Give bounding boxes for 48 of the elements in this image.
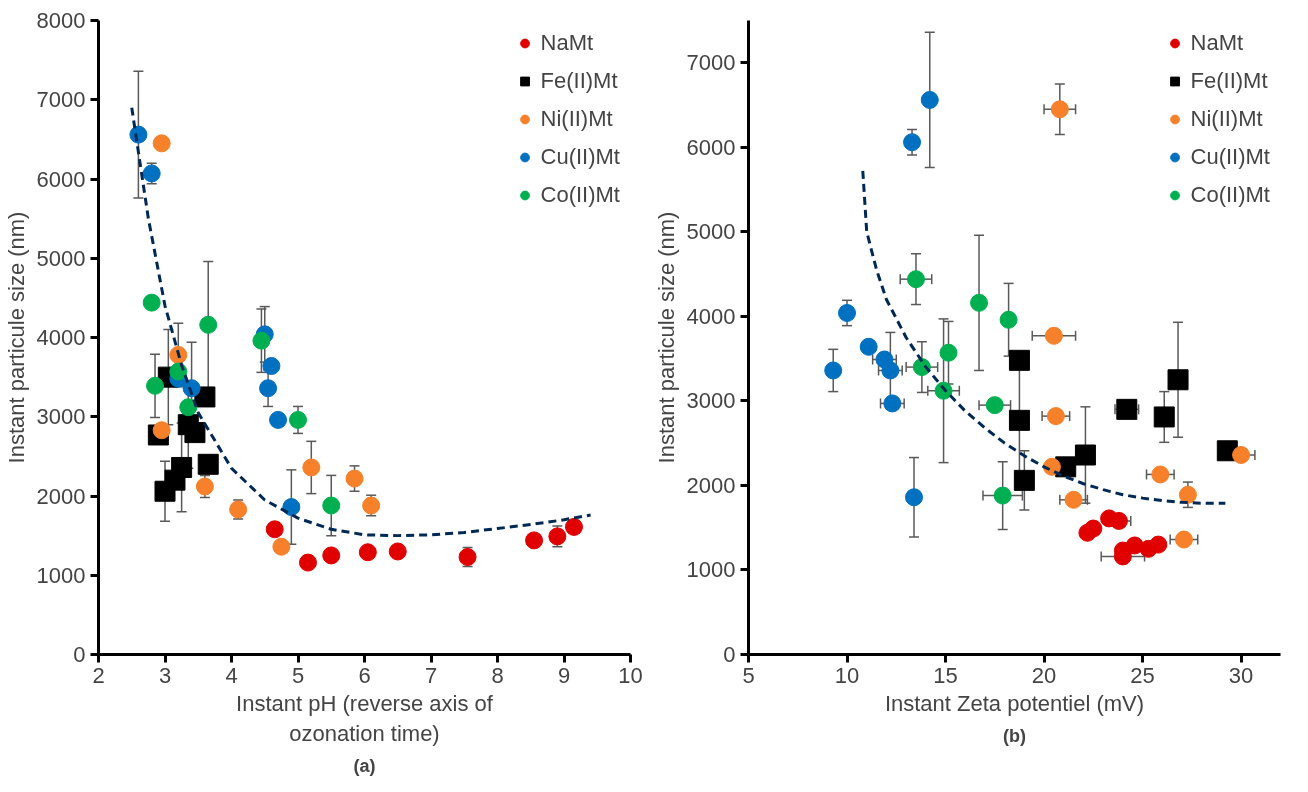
y-tick-label: 3000 xyxy=(36,404,86,430)
x-tick-label: 25 xyxy=(1130,662,1155,688)
x-tick-label: 5 xyxy=(742,662,755,688)
y-tick-label: 3000 xyxy=(686,388,736,414)
y-tick-label: 1000 xyxy=(36,562,86,588)
legend-label: Cu(II)Mt xyxy=(1190,144,1270,170)
legend-label: Co(II)Mt xyxy=(540,182,620,208)
x-tick-label: 8 xyxy=(491,662,504,688)
x-tick-label: 10 xyxy=(834,662,860,688)
y-tick-label: 1000 xyxy=(686,557,736,583)
y-tick-label: 0 xyxy=(723,642,736,667)
y-tick-label: 4000 xyxy=(36,325,86,350)
legend-label: Fe(II)Mt xyxy=(540,68,618,94)
legend-label: NaMt xyxy=(1190,30,1244,56)
y-tick-label: 5000 xyxy=(686,219,736,245)
x-tick-label: 5 xyxy=(291,662,305,688)
x-tick-label: 7 xyxy=(424,662,438,688)
x-tick-label: 10 xyxy=(618,662,643,688)
legend-label: Cu(II)Mt xyxy=(540,144,620,170)
x-tick-label: 15 xyxy=(933,662,958,688)
x-axis-title: Instant pH (reverse axis of ozonation time) xyxy=(236,690,494,746)
x-tick-label: 20 xyxy=(1031,662,1057,688)
x-tick-label: 3 xyxy=(158,662,172,688)
legend-label: Fe(II)Mt xyxy=(1190,68,1268,94)
y-tick-label: 6000 xyxy=(686,134,736,160)
y-tick-label: 8000 xyxy=(36,8,86,33)
y-tick-label: 5000 xyxy=(36,245,86,271)
y-tick-label: 7000 xyxy=(36,87,86,113)
legend-label: NaMt xyxy=(540,30,594,56)
y-tick-label: 4000 xyxy=(686,303,736,329)
legend-label: Co(II)Mt xyxy=(1190,182,1270,208)
x-tick-label: 2 xyxy=(92,662,105,688)
legend-label: Ni(II)Mt xyxy=(1190,106,1263,132)
legend-label: Ni(II)Mt xyxy=(540,106,613,132)
y-tick-label: 2000 xyxy=(36,483,86,509)
x-axis-title: Instant Zeta potentiel (mV) xyxy=(884,690,1145,716)
text: (a) xyxy=(353,755,376,776)
x-tick-label: 6 xyxy=(358,662,371,688)
x-tick-label: 9 xyxy=(557,662,571,688)
x-tick-label: 30 xyxy=(1228,662,1254,688)
text: (b) xyxy=(1003,725,1026,746)
y-axis-title: Instant particule size (nm) xyxy=(653,211,679,464)
y-tick-label: 0 xyxy=(73,642,86,667)
y-axis-title: Instant particule size (nm) xyxy=(3,211,29,464)
y-tick-label: 7000 xyxy=(686,50,736,76)
y-tick-label: 2000 xyxy=(686,472,736,498)
y-tick-label: 6000 xyxy=(36,166,86,192)
x-tick-label: 4 xyxy=(225,662,238,688)
